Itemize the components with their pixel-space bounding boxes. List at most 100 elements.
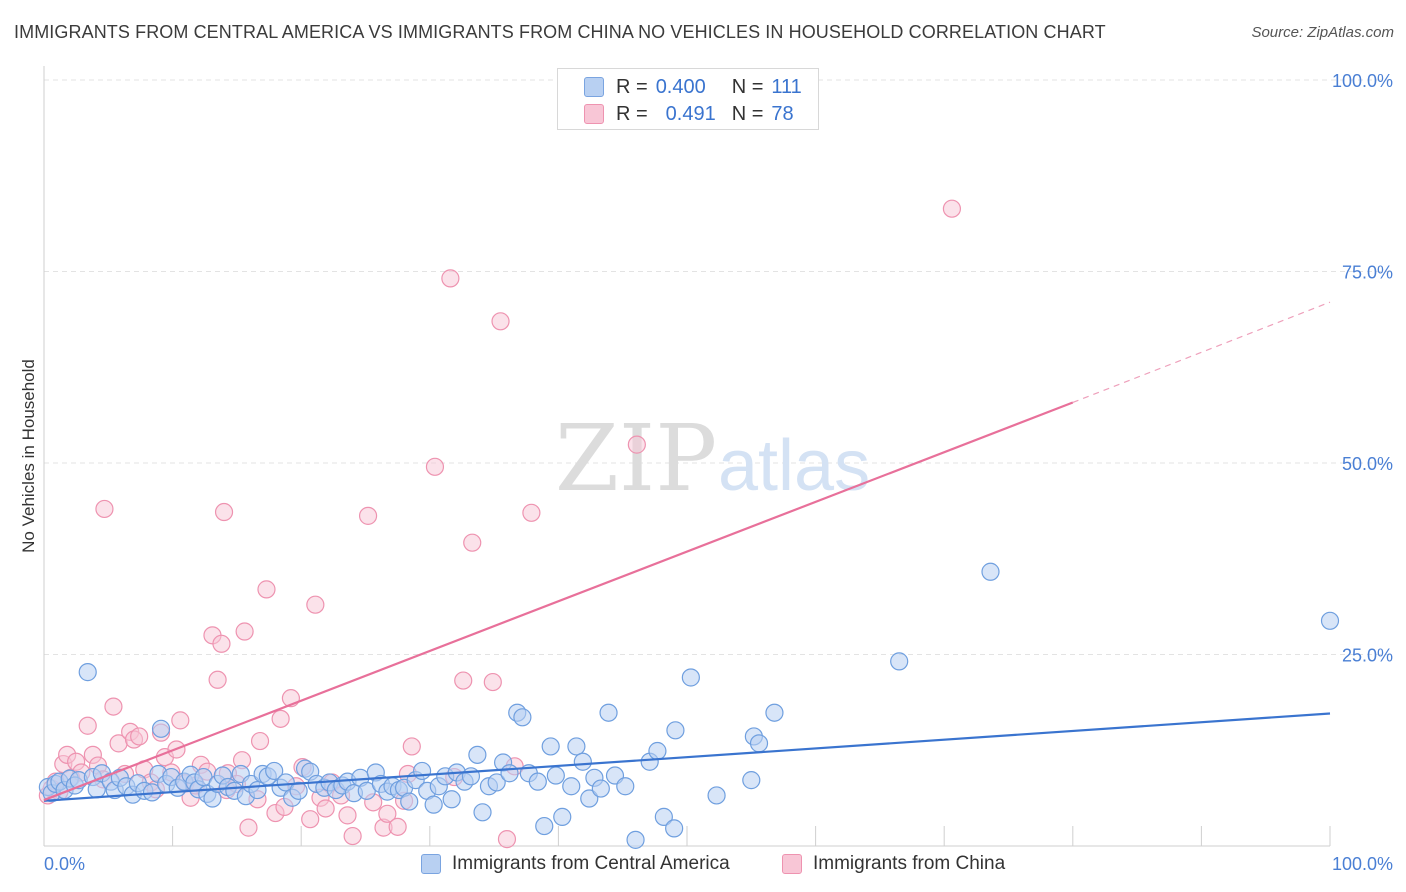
chart-title: IMMIGRANTS FROM CENTRAL AMERICA VS IMMIG… — [14, 22, 1106, 42]
r-label: R = — [616, 102, 648, 125]
central-america-point — [500, 764, 519, 783]
watermark-atlas: atlas — [718, 426, 870, 506]
n-value: 78 — [771, 102, 794, 125]
china-point — [271, 709, 290, 728]
series-china-points — [38, 199, 962, 849]
central-america-point — [580, 789, 599, 808]
y-axis-label: No Vehicles in Household — [19, 359, 38, 553]
china-point — [212, 634, 231, 653]
china-point — [463, 533, 482, 552]
y-tick-label: 75.0% — [1342, 263, 1393, 283]
chart-source: Source: ZipAtlas.com — [1251, 24, 1394, 41]
central-america-point — [981, 562, 1000, 581]
pink-swatch-icon — [584, 104, 604, 124]
china-point — [627, 435, 646, 454]
central-america-point — [626, 830, 645, 849]
legend-label: Immigrants from Central America — [452, 853, 730, 874]
china-point — [239, 818, 258, 837]
china-point — [130, 727, 149, 746]
stats-row-china: R = 0.491 N = 78 — [584, 101, 794, 127]
china-point — [250, 731, 270, 751]
central-america-point — [648, 741, 667, 761]
china-point — [388, 817, 407, 836]
central-america-point — [591, 779, 610, 798]
central-america-trend-line — [43, 712, 1331, 802]
central-america-point — [528, 772, 547, 791]
central-america-point — [535, 816, 554, 836]
china-point — [441, 269, 460, 288]
central-america-point — [412, 761, 432, 781]
stats-legend: R = 0.400 N = 111 R = 0.491 N = 78 — [557, 68, 819, 130]
china-point — [522, 503, 541, 522]
central-america-point — [599, 703, 618, 722]
central-america-point — [616, 777, 635, 796]
china-point — [454, 671, 473, 690]
legend-item-china: Immigrants from China — [782, 851, 1005, 877]
china-point — [208, 670, 227, 689]
china-point — [358, 506, 378, 525]
central-america-point — [553, 807, 572, 826]
central-america-point — [890, 652, 909, 671]
central-america-point — [424, 795, 443, 814]
legend-item-central-america: Immigrants from Central America — [421, 851, 730, 877]
central-america-point — [473, 803, 492, 822]
blue-swatch-icon — [584, 77, 604, 97]
china-point — [171, 711, 190, 730]
watermark-zip: ZIP — [555, 405, 717, 512]
central-america-point — [567, 737, 586, 756]
china-point — [378, 804, 397, 823]
china-point — [497, 830, 517, 849]
china-point — [104, 697, 123, 716]
china-point — [316, 799, 335, 818]
china-point — [95, 499, 114, 519]
central-america-point — [573, 752, 592, 771]
central-america-point — [707, 786, 726, 805]
china-trend-extension — [1072, 301, 1331, 404]
trend-lines — [43, 301, 1331, 802]
central-america-point — [78, 663, 97, 682]
china-point — [235, 622, 254, 641]
y-tick-label: 100.0% — [1332, 71, 1393, 91]
y-tick-label: 25.0% — [1342, 646, 1393, 666]
central-america-point — [513, 708, 532, 727]
gridlines — [44, 79, 1392, 655]
china-point — [343, 826, 362, 846]
central-america-point — [666, 721, 685, 740]
central-america-point — [442, 790, 461, 809]
china-point — [78, 716, 97, 735]
central-america-point — [400, 792, 419, 811]
legend-label: Immigrants from China — [813, 853, 1006, 874]
china-point — [425, 457, 445, 476]
n-label: N = — [731, 102, 764, 125]
china-point — [306, 595, 325, 614]
central-america-point — [151, 719, 171, 738]
china-trend-line — [43, 401, 1074, 802]
central-america-point — [541, 737, 560, 756]
china-point — [483, 672, 502, 692]
r-value: 0.400 — [655, 75, 706, 98]
central-america-point — [265, 761, 284, 781]
china-point — [301, 810, 320, 829]
china-point — [214, 502, 234, 522]
central-america-point — [742, 771, 761, 790]
central-america-point — [562, 777, 581, 796]
central-america-point — [749, 734, 769, 753]
r-value: 0.491 — [665, 102, 716, 125]
central-america-point — [681, 668, 700, 687]
china-point — [402, 737, 421, 756]
watermark: ZIP atlas — [555, 405, 870, 512]
central-america-point — [487, 773, 506, 792]
series-central-america-points — [38, 562, 1340, 849]
blue-swatch-icon — [421, 854, 441, 874]
y-tick-labels: 100.0% 75.0% 50.0% 25.0% — [1332, 71, 1393, 666]
central-america-point — [765, 703, 784, 722]
central-america-point — [665, 819, 684, 838]
china-point — [491, 312, 510, 331]
stats-row-central-america: R = 0.400 N = 111 — [584, 74, 802, 100]
china-point — [338, 806, 357, 825]
china-point — [257, 580, 276, 599]
n-label: N = — [731, 75, 764, 98]
central-america-point — [468, 745, 487, 764]
central-america-point — [289, 781, 308, 800]
